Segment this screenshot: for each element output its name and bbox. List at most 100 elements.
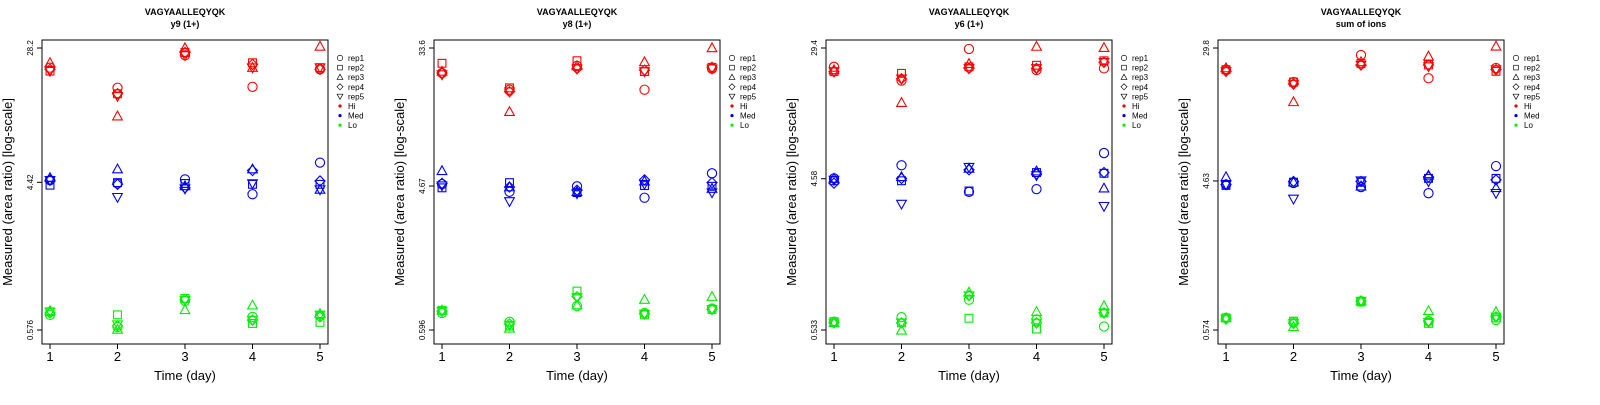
- data-point-med-rep1: [1490, 160, 1502, 172]
- data-point-hi-rep4: [638, 64, 651, 76]
- legend-label: rep5: [348, 92, 365, 101]
- data-points: [44, 40, 326, 334]
- x-tick-label: 4: [249, 349, 256, 364]
- data-point-lo-rep5: [436, 306, 448, 318]
- data-point-med-rep4: [571, 184, 583, 197]
- data-point-lo-rep3: [1220, 311, 1232, 323]
- data-point-lo-rep2: [113, 310, 122, 320]
- data-point-med-rep5: [436, 181, 448, 192]
- data-point-med-rep5: [1030, 171, 1043, 182]
- data-point-lo-rep5: [1030, 318, 1043, 330]
- data-point-hi-rep5: [246, 63, 259, 74]
- data-point-hi-rep1: [1220, 64, 1232, 75]
- legend-marker-rep4: [1512, 83, 1520, 91]
- data-point-med-rep3: [706, 182, 718, 193]
- legend-label: Lo: [1524, 121, 1533, 130]
- x-tick-label: 1: [46, 349, 53, 364]
- plot-frame: [41, 39, 329, 345]
- data-point-hi-rep1: [247, 81, 258, 92]
- data-point-lo-rep5: [706, 305, 718, 316]
- data-point-med-rep4: [503, 181, 516, 193]
- data-point-med-rep1: [1355, 181, 1367, 193]
- data-point-hi-rep5: [895, 74, 908, 85]
- data-point-hi-rep5: [111, 91, 124, 103]
- legend-label: rep5: [1524, 92, 1541, 101]
- legend-label: Lo: [348, 121, 357, 130]
- legend-label: rep1: [348, 54, 365, 63]
- data-point-lo-rep5: [638, 309, 651, 321]
- data-point-hi-rep3: [111, 110, 124, 121]
- data-point-hi-rep5: [503, 87, 516, 98]
- plot-frame: [433, 39, 721, 345]
- x-tick-label: 5: [316, 349, 323, 364]
- legend-label: Hi: [348, 102, 356, 111]
- data-point-hi-rep5: [436, 70, 448, 81]
- data-point-hi-rep3: [963, 57, 975, 68]
- y-tick-label: 0.574: [1202, 319, 1211, 340]
- data-point-lo-rep2: [572, 286, 582, 296]
- data-point-hi-rep5: [1098, 58, 1110, 69]
- data-point-med-rep4: [1490, 174, 1502, 186]
- data-point-hi-rep1: [112, 82, 123, 93]
- data-point-lo-rep4: [314, 311, 326, 323]
- data-point-lo-rep5: [503, 320, 516, 332]
- data-point-lo-rep3: [638, 293, 651, 304]
- data-point-hi-rep5: [44, 66, 56, 78]
- data-point-med-rep4: [895, 172, 908, 185]
- data-point-hi-rep5: [706, 64, 718, 75]
- legend-marker-rep1: [336, 54, 344, 62]
- data-point-med-rep5: [246, 179, 259, 190]
- legend-label: Hi: [1524, 102, 1532, 111]
- data-point-hi-rep3: [1030, 40, 1043, 51]
- legend-marker-rep3: [728, 73, 736, 80]
- data-point-lo-rep3: [314, 307, 326, 319]
- legend-marker-rep4: [1120, 83, 1128, 91]
- data-point-med-rep1: [639, 192, 650, 203]
- data-point-hi-rep3: [1422, 50, 1435, 61]
- data-point-med-rep1: [1031, 184, 1042, 195]
- chart-panel-3: VAGYAALLEQYQK y6 (1+) 1 2 3 4 5 Time (day) 29.4 4…: [784, 7, 1149, 383]
- legend-marker-rep1: [1120, 54, 1128, 62]
- x-axis-label: Time (day): [546, 368, 608, 383]
- legend-marker-rep3: [1120, 73, 1128, 80]
- legend-marker-hi: [338, 104, 342, 108]
- data-point-med-rep4: [963, 163, 975, 176]
- x-axis-label: Time (day): [154, 368, 216, 383]
- data-point-med-rep1: [179, 174, 191, 185]
- data-point-med-rep1: [314, 157, 326, 168]
- data-points: [828, 40, 1110, 335]
- x-axis-label: Time (day): [938, 368, 1000, 383]
- data-point-hi-rep4: [706, 61, 718, 74]
- data-point-lo-rep3: [828, 316, 840, 328]
- data-point-lo-rep5: [1355, 296, 1367, 308]
- data-point-hi-rep5: [1030, 64, 1043, 75]
- legend-marker-rep3: [1512, 73, 1520, 80]
- x-tick-label: 3: [965, 349, 972, 364]
- data-point-hi-rep1: [504, 84, 515, 95]
- data-point-med-rep5: [706, 188, 718, 199]
- data-point-med-rep5: [895, 199, 908, 211]
- legend-marker-lo: [730, 123, 734, 127]
- data-point-lo-rep5: [1287, 319, 1300, 330]
- chart-subtitle: y9 (1+): [171, 19, 200, 29]
- legend-marker-rep5: [1512, 93, 1520, 101]
- data-point-lo-rep3: [571, 298, 583, 310]
- data-point-hi-rep5: [179, 51, 191, 62]
- legend-marker-rep2: [1513, 64, 1519, 71]
- data-point-hi-rep5: [1355, 60, 1367, 72]
- legend-label: rep4: [740, 83, 757, 92]
- y-tick-label: 33.6: [418, 40, 427, 56]
- data-point-lo-rep3: [1422, 304, 1435, 316]
- data-point-med-rep2: [964, 186, 974, 196]
- data-point-lo-rep5: [895, 318, 908, 330]
- chart-subtitle: y8 (1+): [563, 19, 592, 29]
- x-axis-label: Time (day): [1330, 368, 1392, 383]
- data-point-lo-rep3: [1030, 305, 1043, 317]
- legend-marker-rep2: [729, 64, 735, 71]
- legend-label: Lo: [740, 121, 749, 130]
- data-point-hi-rep4: [246, 58, 259, 71]
